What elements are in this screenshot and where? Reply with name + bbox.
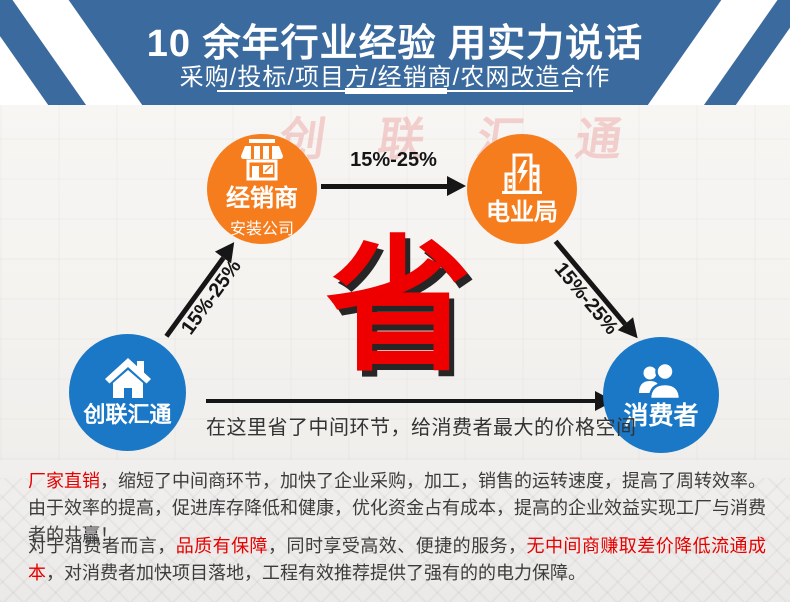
highlight-text: 无中间商赚取差价降低流通成本 <box>28 536 767 583</box>
arrow-shaft <box>321 183 447 189</box>
node-dealer: 经销商 安装公司 <box>207 134 317 244</box>
node-sublabel: 安装公司 <box>229 220 294 238</box>
header-divider-thick <box>345 88 447 94</box>
node-label: 经销商 <box>226 185 298 213</box>
highlight-text: 品质有保障 <box>175 536 269 556</box>
highlight-text: 厂家直销 <box>28 471 100 491</box>
paragraph-factory-direct: 厂家直销，缩短了中间商环节，加快了企业采购，加工，销售的运转速度，提高了周转效率… <box>28 468 766 549</box>
node-power-bureau: 电业局 <box>467 134 577 244</box>
company-watermark: 创 联 汇 通 <box>275 113 646 165</box>
people-group-icon <box>637 360 685 400</box>
storefront-icon <box>239 139 285 183</box>
node-label: 消费者 <box>623 401 699 430</box>
arrowhead-icon <box>447 176 466 196</box>
header-divider <box>217 88 573 94</box>
body-text: ，缩短了中间商环节，加快了企业采购，加工，销售的运转速度，提高了周转效率。由于效… <box>28 471 766 545</box>
arrow-company-to-consumer <box>206 391 614 411</box>
arrow-dealer-to-power: 15%-25% <box>321 149 466 196</box>
building-bolt-icon <box>499 152 545 196</box>
header-banner: 10 余年行业经验 用实力说话 采购/投标/项目方/经销商/农网改造合作 <box>0 0 790 105</box>
paragraph-consumer-benefit: 对于消费者而言，品质有保障，同时享受高效、便捷的服务，无中间商赚取差价降低流通成… <box>28 533 766 587</box>
node-label: 电业局 <box>486 198 558 226</box>
node-label: 创联汇通 <box>83 402 172 428</box>
node-consumer: 消费者 <box>603 337 719 453</box>
body-text: 对于消费者而言， <box>28 536 176 556</box>
save-character: 省 <box>326 225 472 388</box>
background-fence-photo <box>0 478 790 602</box>
header-title: 10 余年行业经验 用实力说话 <box>146 23 644 65</box>
body-text: ，同时享受高效、便捷的服务， <box>268 536 527 556</box>
node-company: 创联汇通 <box>69 334 186 451</box>
body-text: ，对消费者加快项目落地，工程有效推荐提供了强有的的电力保障。 <box>46 563 586 583</box>
header-subtitle: 采购/投标/项目方/经销商/农网改造合作 <box>179 64 611 91</box>
house-icon <box>104 357 152 399</box>
diagram-caption: 在这里省了中间环节，给消费者最大的价格空间 <box>206 417 637 439</box>
edge-label: 15%-25% <box>350 149 437 171</box>
arrow-shaft <box>206 399 595 403</box>
